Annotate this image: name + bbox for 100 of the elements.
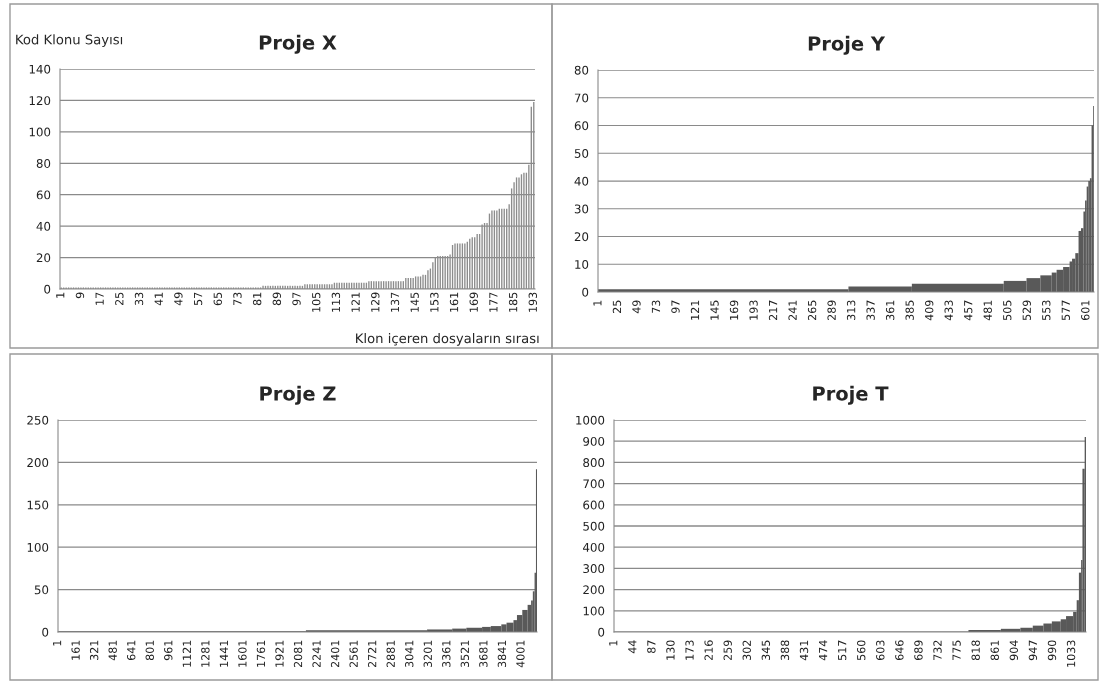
x-axis-title: Klon içeren dosyaların sırası xyxy=(356,333,539,346)
x-tick-label: 145 xyxy=(410,292,419,312)
x-tick-label: 433 xyxy=(944,300,953,321)
x-tick-label: 431 xyxy=(799,640,809,661)
x-tick-label: 41 xyxy=(154,292,163,306)
x-tick-label: 97 xyxy=(671,300,680,314)
x-tick-label: 961 xyxy=(164,640,173,661)
x-tick-label: 57 xyxy=(194,292,203,306)
x-tick-label: 2081 xyxy=(293,640,303,668)
x-tick-label: 87 xyxy=(647,640,656,654)
x-tick-label: 105 xyxy=(312,292,321,312)
y-tick-label: 60 xyxy=(36,190,51,200)
x-tick-label: 265 xyxy=(807,300,817,321)
x-tick-label: 259 xyxy=(723,640,732,661)
x-tick-label: 801 xyxy=(145,640,154,661)
x-tick-label: 646 xyxy=(895,640,904,661)
x-tick-label: 553 xyxy=(1042,300,1051,320)
y-tick-label: 0 xyxy=(42,627,49,637)
y-tick-label: 700 xyxy=(583,479,605,489)
y-tick-label: 100 xyxy=(29,127,51,137)
y-tick-label: 40 xyxy=(574,176,589,186)
y-tick-label: 0 xyxy=(598,627,605,637)
x-tick-label: 193 xyxy=(528,292,537,312)
x-tick-label: 3841 xyxy=(497,640,507,668)
y-tick-label: 150 xyxy=(27,500,49,510)
y-tick-label: 30 xyxy=(574,204,589,214)
x-tick-label: 169 xyxy=(469,292,478,312)
x-tick-label: 3201 xyxy=(423,640,432,668)
x-tick-label: 1601 xyxy=(238,640,247,667)
y-tick-label: 400 xyxy=(583,542,605,552)
y-tick-label: 20 xyxy=(36,253,51,263)
x-tick-label: 81 xyxy=(252,292,262,306)
x-tick-label: 388 xyxy=(780,640,790,660)
y-tick-label: 200 xyxy=(27,458,49,468)
chart-title: Proje X xyxy=(259,34,337,54)
x-tick-label: 641 xyxy=(127,640,136,661)
y-tick-label: 50 xyxy=(574,148,589,158)
x-tick-label: 73 xyxy=(651,300,661,313)
x-tick-label: 385 xyxy=(905,300,914,320)
x-tick-label: 1761 xyxy=(256,640,266,667)
x-tick-label: 732 xyxy=(933,640,942,660)
y-tick-label: 140 xyxy=(29,64,51,74)
x-tick-label: 302 xyxy=(742,640,751,660)
x-tick-label: 1 xyxy=(593,300,602,306)
x-tick-label: 1121 xyxy=(182,640,191,667)
y-tick-label: 40 xyxy=(36,221,51,231)
x-tick-label: 73 xyxy=(233,292,242,306)
x-tick-label: 990 xyxy=(1047,640,1057,661)
x-tick-label: 517 xyxy=(838,640,847,660)
chart-title: Proje T xyxy=(813,385,889,405)
x-tick-label: 129 xyxy=(371,292,380,312)
x-tick-label: 2881 xyxy=(386,640,395,668)
x-tick-label: 481 xyxy=(983,300,992,321)
y-tick-label: 80 xyxy=(574,65,589,75)
x-tick-label: 1 xyxy=(53,640,62,646)
y-tick-label: 70 xyxy=(574,93,589,103)
x-tick-label: 904 xyxy=(1009,640,1019,661)
x-tick-label: 861 xyxy=(990,640,999,661)
y-tick-label: 60 xyxy=(574,121,589,131)
x-tick-label: 818 xyxy=(971,640,980,661)
y-tick-label: 10 xyxy=(575,259,589,269)
x-tick-label: 173 xyxy=(685,640,694,660)
x-tick-label: 113 xyxy=(331,292,341,312)
y-tick-label: 80 xyxy=(36,159,51,168)
chart-title: Proje Y xyxy=(808,35,886,55)
x-tick-label: 577 xyxy=(1061,300,1070,320)
x-tick-label: 3361 xyxy=(442,640,451,668)
x-tick-label: 130 xyxy=(666,640,675,660)
x-tick-label: 216 xyxy=(704,640,713,661)
x-tick-label: 409 xyxy=(924,300,934,321)
x-tick-label: 689 xyxy=(914,640,923,661)
x-tick-label: 97 xyxy=(292,292,301,306)
x-tick-label: 25 xyxy=(612,300,622,313)
x-tick-label: 49 xyxy=(632,300,641,314)
x-tick-label: 137 xyxy=(390,292,400,312)
x-tick-label: 1281 xyxy=(201,640,210,667)
y-axis-title: Kod Klonu Sayısı xyxy=(16,34,123,47)
x-tick-label: 44 xyxy=(628,640,637,654)
x-tick-label: 313 xyxy=(846,300,856,320)
x-tick-label: 2241 xyxy=(312,640,321,668)
x-tick-label: 1 xyxy=(56,292,65,298)
x-tick-label: 185 xyxy=(508,292,518,312)
x-tick-label: 9 xyxy=(75,292,85,299)
x-tick-label: 4001 xyxy=(516,640,525,668)
x-tick-label: 217 xyxy=(768,300,778,321)
x-tick-label: 241 xyxy=(788,300,797,321)
x-tick-label: 345 xyxy=(761,640,771,660)
x-tick-label: 3041 xyxy=(405,640,414,668)
y-tick-label: 900 xyxy=(583,436,605,446)
y-tick-label: 50 xyxy=(34,585,49,595)
x-tick-label: 947 xyxy=(1028,640,1038,661)
x-tick-label: 2561 xyxy=(349,640,358,668)
x-tick-label: 121 xyxy=(351,292,360,312)
x-tick-label: 560 xyxy=(857,640,866,660)
x-tick-label: 457 xyxy=(964,300,973,321)
x-tick-label: 3681 xyxy=(479,640,488,668)
x-tick-label: 17 xyxy=(95,292,104,305)
x-tick-label: 601 xyxy=(1081,300,1090,321)
x-tick-label: 2721 xyxy=(367,640,377,668)
x-tick-label: 89 xyxy=(272,292,282,306)
